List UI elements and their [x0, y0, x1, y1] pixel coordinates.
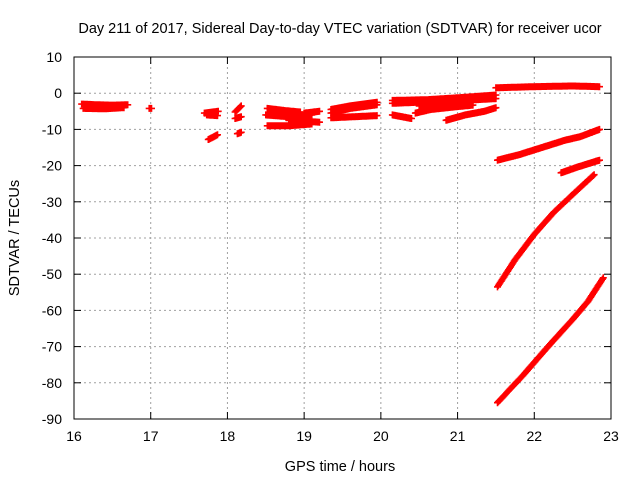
data-track — [285, 116, 323, 126]
data-track — [203, 111, 221, 120]
data-track — [494, 125, 603, 164]
data-point-markers — [327, 101, 381, 117]
y-tick-label: -90 — [42, 411, 62, 427]
data-track — [415, 97, 477, 110]
data-track — [231, 113, 245, 122]
y-tick-label: -50 — [42, 266, 62, 282]
axis-ticks — [73, 56, 612, 420]
x-tick-label: 16 — [66, 428, 82, 444]
data-point-markers — [231, 113, 245, 122]
data-point-markers — [233, 128, 245, 138]
data-point-markers — [231, 102, 245, 116]
data-point-markers — [492, 82, 603, 92]
y-tick-label: -30 — [42, 194, 62, 210]
y-tick-label: 10 — [46, 49, 62, 65]
x-tick-label: 22 — [526, 428, 542, 444]
data-track — [388, 111, 415, 122]
x-tick-label: 18 — [220, 428, 236, 444]
data-track — [231, 102, 245, 116]
data-track — [492, 82, 603, 92]
y-tick-label: 0 — [54, 85, 62, 101]
data-points — [78, 82, 607, 407]
y-tick-label: -20 — [42, 158, 62, 174]
y-tick-label: -70 — [42, 339, 62, 355]
data-track — [442, 104, 500, 124]
data-track — [327, 112, 381, 122]
data-point-markers — [411, 101, 477, 117]
x-tick-label: 17 — [143, 428, 159, 444]
y-tick-label: -10 — [42, 121, 62, 137]
data-track — [145, 104, 155, 112]
data-track — [204, 131, 221, 143]
data-track — [233, 128, 245, 138]
y-tick-label: -80 — [42, 375, 62, 391]
data-point-markers — [327, 112, 381, 122]
data-track — [327, 101, 381, 117]
x-tick-label: 19 — [296, 428, 312, 444]
data-track — [411, 101, 477, 117]
data-point-markers — [79, 104, 128, 113]
data-track — [494, 274, 607, 407]
data-point-markers — [204, 131, 221, 143]
data-track — [557, 156, 603, 177]
x-tick-label: 21 — [450, 428, 466, 444]
data-point-markers — [285, 116, 323, 126]
x-axis-label: GPS time / hours — [285, 459, 395, 475]
data-point-markers — [557, 156, 603, 177]
data-track — [263, 104, 304, 116]
data-track — [79, 104, 128, 113]
y-tick-label: -40 — [42, 230, 62, 246]
data-point-markers — [494, 171, 598, 291]
data-point-markers — [442, 104, 500, 124]
chart-title: Day 211 of 2017, Sidereal Day-to-day VTE… — [78, 21, 601, 37]
data-point-markers — [388, 111, 415, 122]
data-point-markers — [263, 104, 304, 116]
data-point-markers — [300, 107, 323, 117]
data-point-markers — [494, 125, 603, 164]
tick-labels: 16 17 18 19 20 21 22 23 10 0 -10 -20 -30 -40 -50 -60 -70… — [42, 49, 619, 444]
data-track — [494, 171, 598, 291]
y-tick-label: -60 — [42, 302, 62, 318]
y-axis-label: SDTVAR / TECUs — [7, 180, 23, 296]
x-tick-label: 23 — [603, 428, 619, 444]
data-point-markers — [415, 97, 477, 110]
data-point-markers — [494, 274, 607, 407]
data-point-markers — [203, 111, 221, 120]
data-point-markers — [145, 104, 155, 112]
x-tick-label: 20 — [373, 428, 389, 444]
data-track — [300, 107, 323, 117]
